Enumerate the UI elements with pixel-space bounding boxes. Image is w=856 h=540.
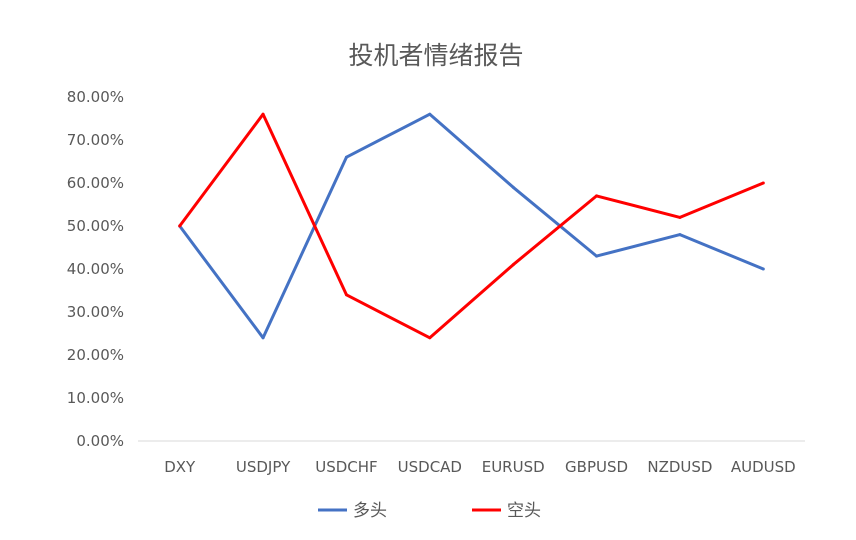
- data-point: [511, 185, 515, 189]
- y-tick-label: 10.00%: [67, 389, 124, 407]
- legend: 多头 空头: [318, 501, 541, 521]
- data-point: [261, 336, 265, 340]
- series-line: [178, 112, 764, 340]
- data-point: [678, 215, 682, 219]
- data-point: [761, 181, 765, 185]
- y-tick-label: 50.00%: [67, 217, 124, 235]
- y-tick-label: 40.00%: [67, 260, 124, 278]
- y-tick-label: 20.00%: [67, 346, 124, 364]
- x-tick-label: USDCAD: [398, 458, 462, 476]
- legend-label-long: 多头: [353, 501, 387, 521]
- x-tick-label: GBPUSD: [565, 458, 628, 476]
- series-line: [178, 112, 764, 340]
- x-axis: DXY USDJPY USDCHF USDCAD EURUSD GBPUSD NZDUSD A…: [164, 458, 796, 476]
- x-tick-label: AUDUSD: [731, 458, 796, 476]
- series-long: [178, 112, 765, 340]
- data-point: [595, 194, 599, 198]
- data-point: [428, 112, 432, 116]
- y-tick-label: 80.00%: [67, 88, 124, 106]
- legend-label-short: 空头: [507, 501, 541, 521]
- x-tick-label: USDCHF: [315, 458, 377, 476]
- data-point: [178, 224, 182, 228]
- x-tick-label: USDJPY: [236, 458, 291, 476]
- x-tick-label: DXY: [164, 458, 196, 476]
- series-short: [178, 112, 765, 340]
- y-axis: 0.00% 10.00% 20.00% 30.00% 40.00% 50.00% 60.00…: [67, 88, 124, 450]
- series-layer: [178, 112, 765, 340]
- data-point: [428, 336, 432, 340]
- x-tick-label: EURUSD: [482, 458, 545, 476]
- data-point: [761, 267, 765, 271]
- data-point: [344, 293, 348, 297]
- y-tick-label: 60.00%: [67, 174, 124, 192]
- data-point: [261, 112, 265, 116]
- y-tick-label: 0.00%: [76, 432, 124, 450]
- legend-item-long: 多头: [318, 501, 387, 521]
- data-point: [595, 254, 599, 258]
- chart-title: 投机者情绪报告: [348, 41, 523, 70]
- data-point: [511, 263, 515, 267]
- y-tick-label: 70.00%: [67, 131, 124, 149]
- data-point: [344, 155, 348, 159]
- x-tick-label: NZDUSD: [647, 458, 712, 476]
- data-point: [678, 233, 682, 237]
- y-tick-label: 30.00%: [67, 303, 124, 321]
- legend-item-short: 空头: [472, 501, 541, 521]
